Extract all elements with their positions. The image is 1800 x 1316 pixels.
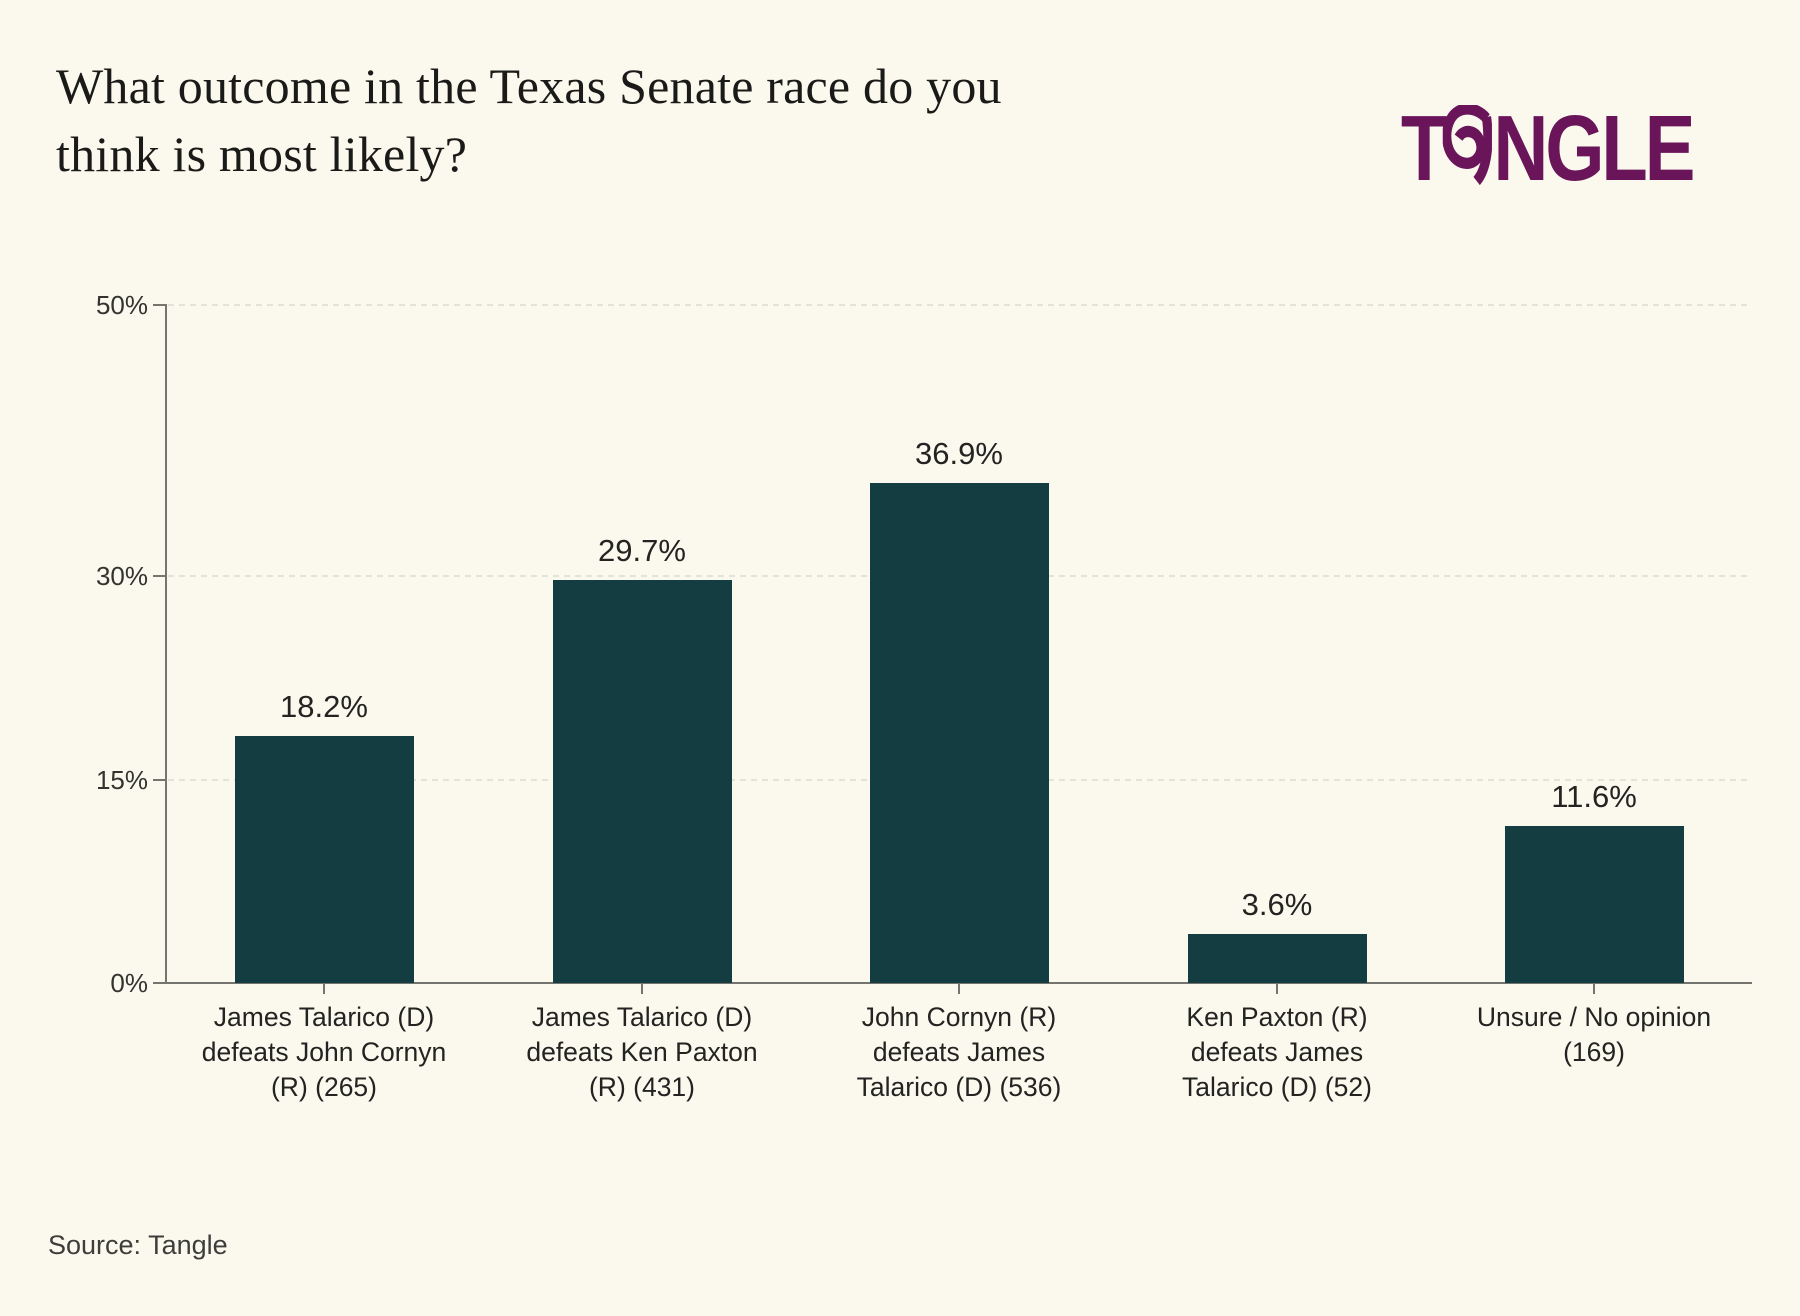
bar-value-label-2: 29.7% <box>598 533 686 569</box>
x-tick-4 <box>1276 984 1278 994</box>
tangle-a-swirl-icon <box>1442 102 1493 195</box>
y-axis-label-0%: 0% <box>110 968 148 998</box>
x-axis-label-4: Ken Paxton (R) defeats James Talarico (D… <box>1182 1002 1372 1102</box>
bar-value-label-3: 36.9% <box>915 435 1003 471</box>
chart-title: What outcome in the Texas Senate race do… <box>56 52 1002 188</box>
bar-3 <box>869 482 1049 983</box>
chart-title-line2: think is most likely? <box>56 126 468 182</box>
bar-value-label-4: 3.6% <box>1241 887 1313 923</box>
tangle-logo: T NGLE <box>1400 96 1696 200</box>
x-tick-1 <box>323 984 325 994</box>
x-tick-5 <box>1593 984 1595 994</box>
y-tick-30% <box>153 575 167 578</box>
x-tick-2 <box>641 984 643 994</box>
x-axis-label-2: James Talarico (D) defeats Ken Paxton (R… <box>526 1002 758 1102</box>
gridline-50% <box>168 304 1752 306</box>
y-axis-spine <box>165 304 167 984</box>
y-axis-label-15%: 15% <box>95 764 148 795</box>
y-axis-label-30%: 30% <box>95 561 148 592</box>
logo-letters-ngle: NGLE <box>1493 96 1695 200</box>
x-axis-label-1: James Talarico (D) defeats John Cornyn (… <box>201 1002 447 1102</box>
logo-letter-t: T <box>1400 96 1448 200</box>
bar-value-label-1: 18.2% <box>280 689 368 725</box>
bar-2 <box>552 580 732 983</box>
source-caption: Source: Tangle <box>48 1230 228 1260</box>
bar-value-label-5: 11.6% <box>1551 778 1637 814</box>
bar-5 <box>1504 825 1684 983</box>
x-axis-line <box>153 982 1752 984</box>
x-axis-label-5: Unsure / No opinion (169) <box>1476 1002 1712 1067</box>
y-axis-label-50%: 50% <box>95 290 148 320</box>
y-tick-15% <box>153 778 167 781</box>
bar-1 <box>234 736 414 983</box>
chart-title-line1: What outcome in the Texas Senate race do… <box>56 58 1002 114</box>
y-tick-50% <box>153 304 167 306</box>
x-axis-label-3: John Cornyn (R) defeats James Talarico (… <box>856 1002 1062 1102</box>
bar-4 <box>1187 934 1367 983</box>
x-tick-3 <box>958 984 960 994</box>
